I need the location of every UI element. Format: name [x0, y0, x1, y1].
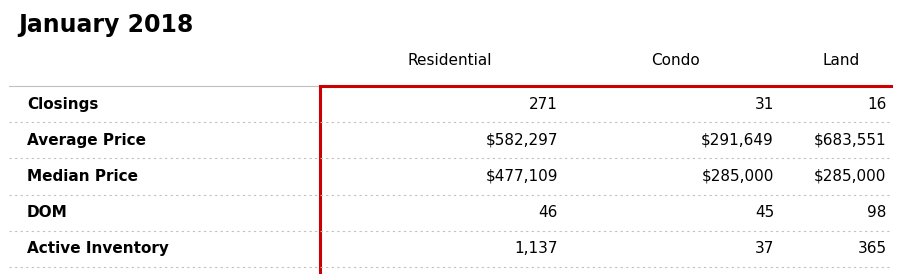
Text: $683,551: $683,551	[814, 133, 886, 148]
Text: 365: 365	[858, 241, 886, 256]
Text: $477,109: $477,109	[485, 169, 558, 184]
Text: 16: 16	[867, 97, 886, 112]
Text: 37: 37	[754, 241, 774, 256]
Text: Condo: Condo	[651, 53, 699, 68]
Text: $285,000: $285,000	[702, 169, 774, 184]
Text: Average Price: Average Price	[27, 133, 146, 148]
Text: 1,137: 1,137	[515, 241, 558, 256]
Text: January 2018: January 2018	[18, 13, 194, 37]
Text: $291,649: $291,649	[701, 133, 774, 148]
Text: 46: 46	[538, 205, 558, 220]
Text: Closings: Closings	[27, 97, 98, 112]
Text: $285,000: $285,000	[814, 169, 886, 184]
Text: Active Inventory: Active Inventory	[27, 241, 169, 256]
Text: Residential: Residential	[408, 53, 492, 68]
Text: 271: 271	[529, 97, 558, 112]
Text: DOM: DOM	[27, 205, 68, 220]
Text: Land: Land	[823, 53, 860, 68]
Text: 98: 98	[867, 205, 886, 220]
Text: 45: 45	[755, 205, 774, 220]
Text: $582,297: $582,297	[485, 133, 558, 148]
Text: 31: 31	[754, 97, 774, 112]
Text: Median Price: Median Price	[27, 169, 138, 184]
